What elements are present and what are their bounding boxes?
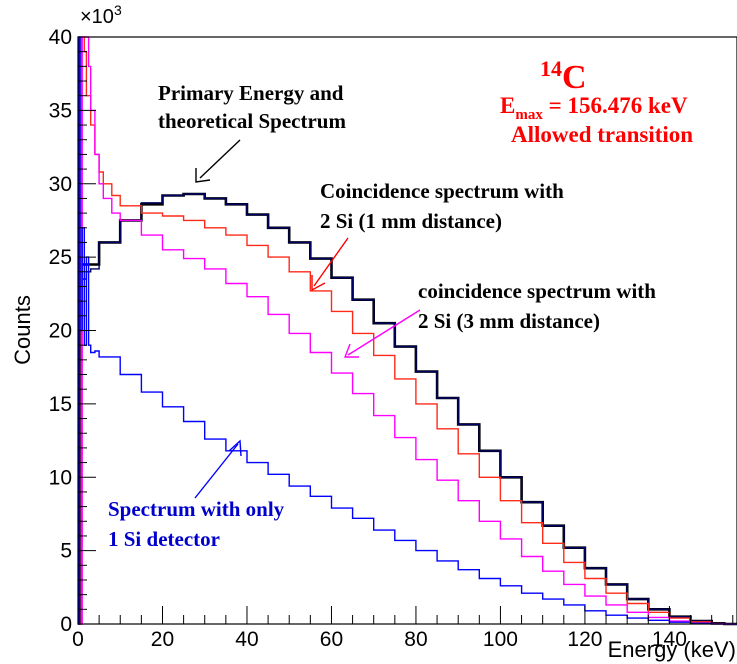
x-tick-label: 40	[235, 628, 258, 651]
y-axis-label: Counts	[10, 295, 35, 365]
series-single_si	[78, 36, 737, 625]
x-tick-label: 0	[72, 628, 84, 651]
series-primary	[78, 193, 737, 625]
isotope-symbol: C	[562, 59, 587, 96]
annotation-single-line1: Spectrum with only	[108, 497, 285, 521]
annotation-coinc1-line1: Coincidence spectrum with	[320, 179, 564, 203]
annotation-single-line2: 1 Si detector	[108, 527, 220, 551]
y-tick-label: 35	[49, 99, 72, 122]
emax-label: Emax = 156.476 keV	[500, 93, 688, 123]
arrow-coinc1	[311, 237, 349, 292]
arrow-primary	[195, 139, 241, 183]
arrow-single	[194, 439, 242, 499]
x-tick-label: 140	[652, 628, 687, 651]
emax-value: = 156.476 keV	[543, 93, 688, 118]
annotation-coinc3-line2: 2 Si (3 mm distance)	[418, 309, 600, 333]
y-multiplier: ×103	[80, 2, 122, 28]
series-coinc_3mm	[78, 36, 737, 625]
annotation-coinc1-line2: 2 Si (1 mm distance)	[320, 209, 502, 233]
y-tick-label: 0	[60, 613, 72, 636]
annotation-coinc3-line1: coincidence spectrum with	[418, 279, 656, 303]
x-tick-label: 100	[483, 628, 518, 651]
series-layer	[78, 36, 737, 626]
x-tick-label: 60	[320, 628, 343, 651]
arrow-coinc3	[343, 309, 421, 358]
emax-sub: max	[515, 107, 543, 123]
emax-e: E	[500, 93, 515, 118]
y-multiplier-exp: 3	[114, 2, 122, 18]
tick-layer: 0 20 40 60 80 100 120 140 0 5 10 15 20 25 30 35 40	[49, 26, 734, 651]
transition-label: Allowed transition	[511, 122, 693, 147]
y-tick-label: 30	[49, 173, 72, 196]
x-axis-label: Energy (keV)	[608, 637, 736, 662]
y-tick-label: 10	[49, 466, 72, 489]
y-tick-label: 5	[60, 540, 72, 563]
annotation-primary-line2: theoretical Spectrum	[158, 109, 346, 133]
y-tick-label: 15	[49, 393, 72, 416]
isotope-label: 14C	[540, 56, 587, 96]
y-tick-label: 25	[49, 246, 72, 269]
series-coinc_1mm	[78, 36, 737, 625]
x-tick-label: 80	[404, 628, 427, 651]
y-tick-label: 40	[49, 26, 72, 49]
annotation-primary-line1: Primary Energy and	[158, 81, 344, 105]
isotope-mass: 14	[540, 56, 562, 81]
y-multiplier-base: ×10	[80, 6, 114, 28]
x-tick-label: 120	[567, 628, 602, 651]
x-tick-label: 20	[151, 628, 174, 651]
y-tick-label: 20	[49, 320, 72, 343]
